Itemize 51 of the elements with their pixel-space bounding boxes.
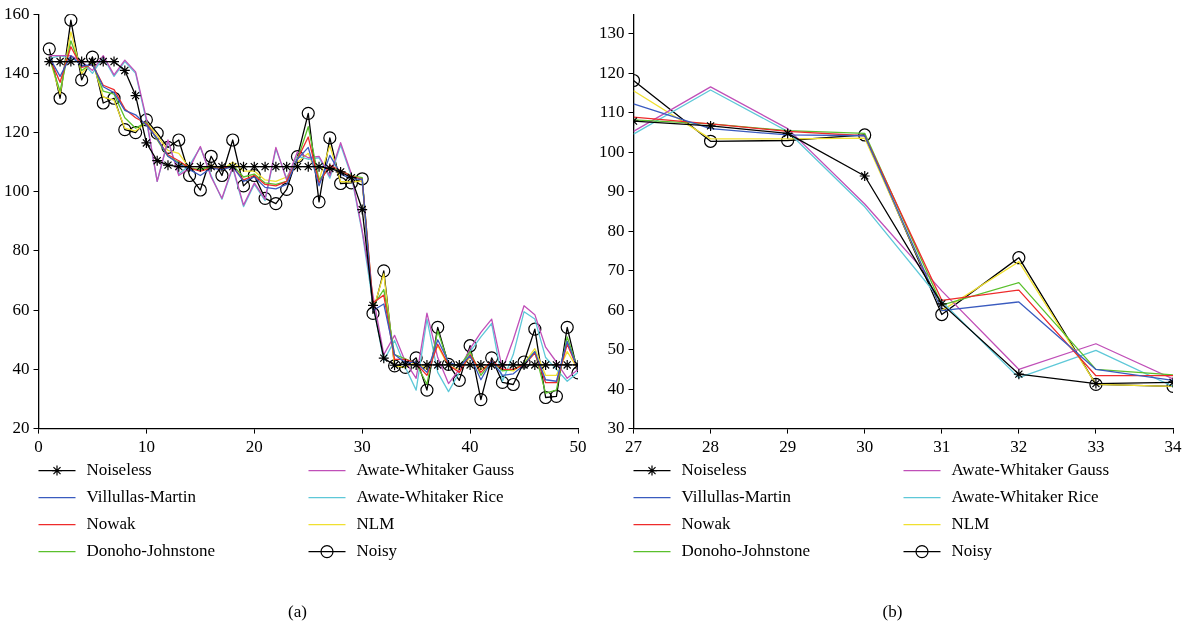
legend-label: Nowak xyxy=(86,514,137,534)
y-tick-label: 120 xyxy=(4,122,30,142)
y-tick-label: 130 xyxy=(599,23,625,43)
y-tick-label: 140 xyxy=(4,62,30,82)
x-tick-label: 31 xyxy=(933,437,951,457)
legend-label: Awate-Whitaker Rice xyxy=(356,487,504,507)
legend-label: NLM xyxy=(356,514,395,534)
y-tick-label: 40 xyxy=(12,358,30,378)
y-tick-label: 70 xyxy=(607,260,625,280)
y-tick-label: 80 xyxy=(12,240,30,260)
x-tick-label: 40 xyxy=(461,437,479,457)
text: (b) xyxy=(881,602,904,622)
y-tick-label: 90 xyxy=(607,181,625,201)
y-tick-label: 50 xyxy=(607,339,625,359)
y-tick-label: 100 xyxy=(599,141,625,161)
legend-label: Villullas-Martin xyxy=(86,487,197,507)
x-tick-label: 50 xyxy=(569,437,587,457)
legend-label: Noisy xyxy=(356,541,398,561)
legend-label: Awate-Whitaker Gauss xyxy=(951,460,1110,480)
legend-label: Awate-Whitaker Gauss xyxy=(356,460,515,480)
y-tick-label: 20 xyxy=(12,418,30,438)
x-tick-label: 30 xyxy=(353,437,371,457)
y-tick-label: 60 xyxy=(12,299,30,319)
x-tick-label: 29 xyxy=(779,437,797,457)
x-tick-label: 33 xyxy=(1087,437,1105,457)
legend-label: Noiseless xyxy=(86,460,152,480)
legend-label: Noiseless xyxy=(681,460,747,480)
legend-label: Noisy xyxy=(951,541,993,561)
text: (a) xyxy=(287,602,308,622)
x-tick-label: 0 xyxy=(34,437,43,457)
y-tick-label: 120 xyxy=(599,62,625,82)
y-tick-label: 80 xyxy=(607,220,625,240)
legend-label: Donoho-Johnstone xyxy=(86,541,215,561)
legend-label: Villullas-Martin xyxy=(681,487,792,507)
y-tick-label: 110 xyxy=(599,102,625,122)
legend-label: Donoho-Johnstone xyxy=(681,541,810,561)
x-tick-label: 30 xyxy=(856,437,874,457)
y-tick-label: 160 xyxy=(4,3,30,23)
x-tick-label: 20 xyxy=(245,437,263,457)
legend-label: NLM xyxy=(951,514,990,534)
y-tick-label: 40 xyxy=(607,378,625,398)
y-tick-label: 100 xyxy=(4,181,30,201)
x-tick-label: 27 xyxy=(625,437,643,457)
legend-label: Awate-Whitaker Rice xyxy=(951,487,1099,507)
x-tick-label: 32 xyxy=(1010,437,1028,457)
y-tick-label: 30 xyxy=(607,418,625,438)
x-tick-label: 34 xyxy=(1164,437,1182,457)
y-tick-label: 60 xyxy=(607,299,625,319)
legend-label: Nowak xyxy=(681,514,732,534)
x-tick-label: 10 xyxy=(137,437,155,457)
x-tick-label: 28 xyxy=(702,437,720,457)
